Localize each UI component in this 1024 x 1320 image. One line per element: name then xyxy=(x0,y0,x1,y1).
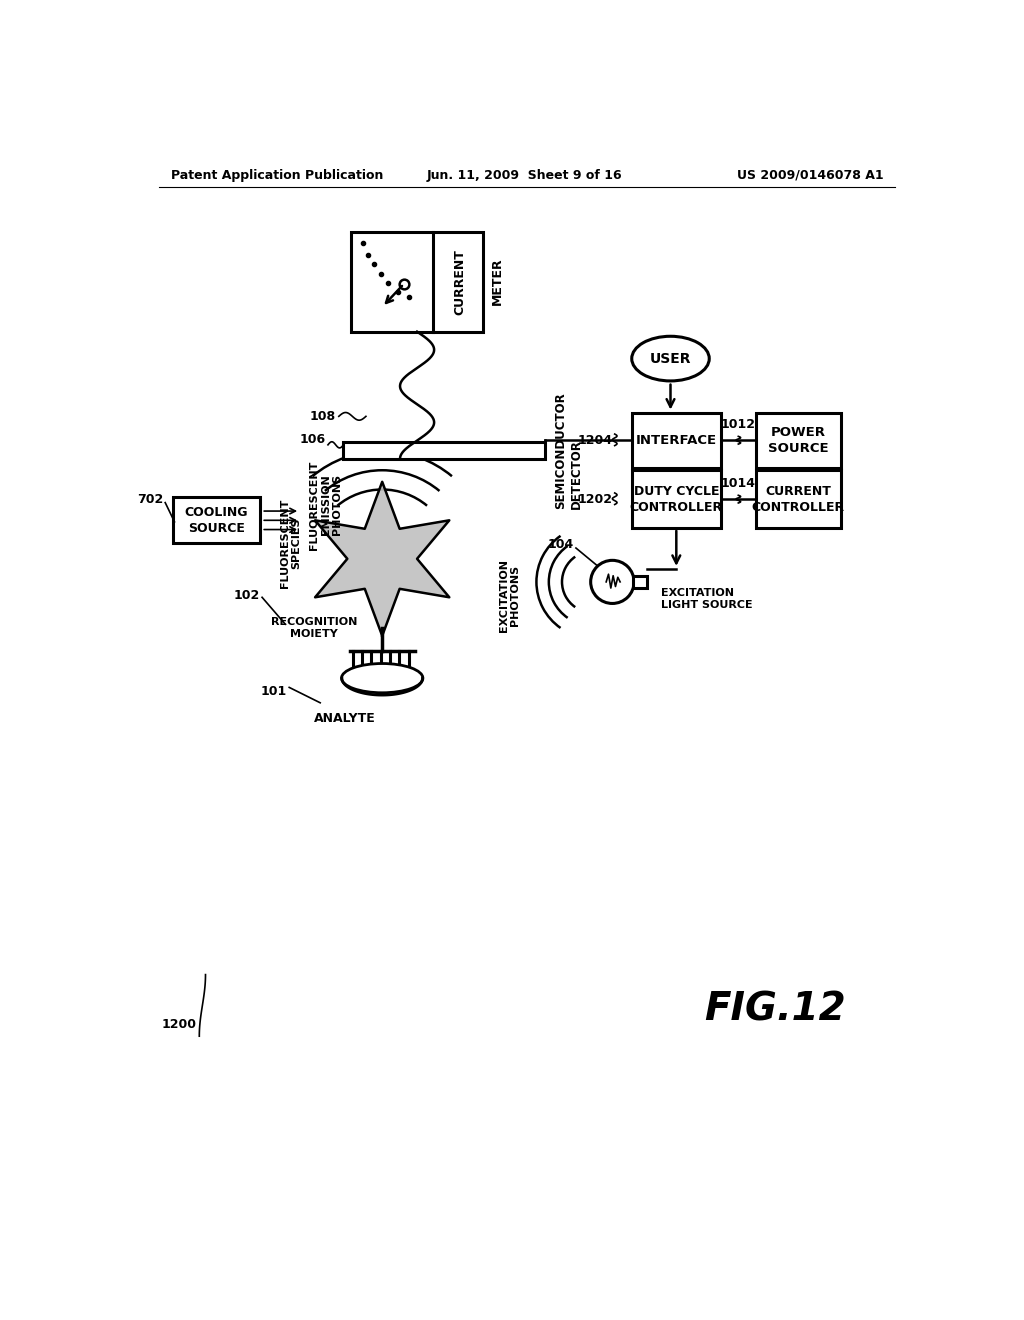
Bar xyxy=(343,442,545,459)
Text: CURRENT
CONTROLLER: CURRENT CONTROLLER xyxy=(752,484,845,513)
Bar xyxy=(756,413,841,469)
Bar xyxy=(633,576,647,589)
Bar xyxy=(351,231,483,331)
Text: 106: 106 xyxy=(299,433,326,446)
Text: METER: METER xyxy=(490,257,504,305)
Text: Jun. 11, 2009  Sheet 9 of 16: Jun. 11, 2009 Sheet 9 of 16 xyxy=(427,169,623,182)
Text: 1012: 1012 xyxy=(721,418,756,430)
Text: 102: 102 xyxy=(233,589,260,602)
Text: DUTY CYCLE
CONTROLLER: DUTY CYCLE CONTROLLER xyxy=(630,484,723,513)
Bar xyxy=(173,498,260,544)
Text: 1014: 1014 xyxy=(721,477,756,490)
Ellipse shape xyxy=(342,664,423,693)
Text: POWER
SOURCE: POWER SOURCE xyxy=(768,426,828,454)
Text: 1200: 1200 xyxy=(161,1018,197,1031)
Text: USER: USER xyxy=(650,351,691,366)
Text: CURRENT: CURRENT xyxy=(454,248,466,314)
Text: 104: 104 xyxy=(548,539,573,552)
Text: FIG.12: FIG.12 xyxy=(705,990,846,1028)
Bar xyxy=(632,470,721,528)
Text: 702: 702 xyxy=(136,492,163,506)
Bar xyxy=(756,470,841,528)
Text: FLUORESCENT
SPECIES: FLUORESCENT SPECIES xyxy=(280,499,301,589)
Circle shape xyxy=(591,561,634,603)
Text: RECOGNITION
MOIETY: RECOGNITION MOIETY xyxy=(270,618,357,639)
Text: Patent Application Publication: Patent Application Publication xyxy=(171,169,383,182)
Text: 108: 108 xyxy=(309,409,336,422)
Text: 1204: 1204 xyxy=(578,434,612,446)
Text: ANALYTE: ANALYTE xyxy=(314,713,376,726)
Text: SEMICONDUCTOR
DETECTOR: SEMICONDUCTOR DETECTOR xyxy=(554,392,584,510)
Text: COOLING
SOURCE: COOLING SOURCE xyxy=(184,506,248,535)
Ellipse shape xyxy=(632,337,710,381)
Text: 101: 101 xyxy=(261,685,287,698)
Text: INTERFACE: INTERFACE xyxy=(636,434,717,446)
Text: FLUORESCENT
EMISSION
PHOTONS: FLUORESCENT EMISSION PHOTONS xyxy=(309,461,342,549)
Text: EXCITATION
PHOTONS: EXCITATION PHOTONS xyxy=(499,560,520,632)
Text: EXCITATION
LIGHT SOURCE: EXCITATION LIGHT SOURCE xyxy=(662,587,753,610)
Polygon shape xyxy=(315,482,450,636)
Text: US 2009/0146078 A1: US 2009/0146078 A1 xyxy=(737,169,884,182)
Text: 1202: 1202 xyxy=(578,492,612,506)
Bar xyxy=(632,413,721,469)
